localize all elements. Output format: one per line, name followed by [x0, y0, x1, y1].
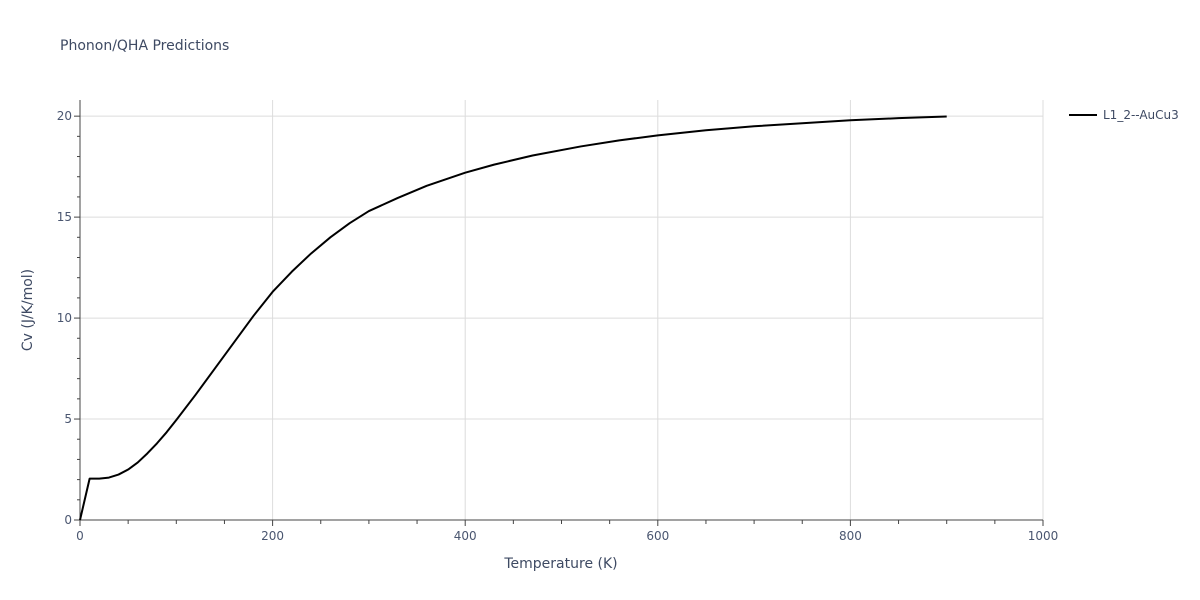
- y-tick-label: 10: [57, 311, 72, 325]
- tick-labels: 0 200 400 600 800 1000 0 5 10 15 20: [57, 109, 1059, 543]
- x-tick-label: 1000: [1028, 529, 1059, 543]
- grid: [80, 100, 1044, 520]
- chart-title: Phonon/QHA Predictions: [60, 38, 229, 54]
- x-tick-label: 800: [839, 529, 862, 543]
- y-axis-title: Cv (J/K/mol): [20, 269, 36, 351]
- x-tick-label: 0: [76, 529, 84, 543]
- y-tick-label: 20: [57, 109, 72, 123]
- axes: [74, 100, 1044, 526]
- y-tick-label: 5: [64, 412, 72, 426]
- x-axis-title: Temperature (K): [503, 556, 617, 572]
- x-tick-label: 200: [261, 529, 284, 543]
- series-line: [79, 115, 947, 521]
- x-tick-label: 600: [646, 529, 669, 543]
- legend[interactable]: L1_2--AuCu3: [1069, 108, 1179, 122]
- x-tick-label: 400: [454, 529, 477, 543]
- legend-item[interactable]: L1_2--AuCu3: [1069, 108, 1179, 122]
- legend-label: L1_2--AuCu3: [1103, 108, 1179, 122]
- series-layer: [79, 115, 947, 521]
- y-tick-label: 15: [57, 210, 72, 224]
- y-tick-label: 0: [64, 513, 72, 527]
